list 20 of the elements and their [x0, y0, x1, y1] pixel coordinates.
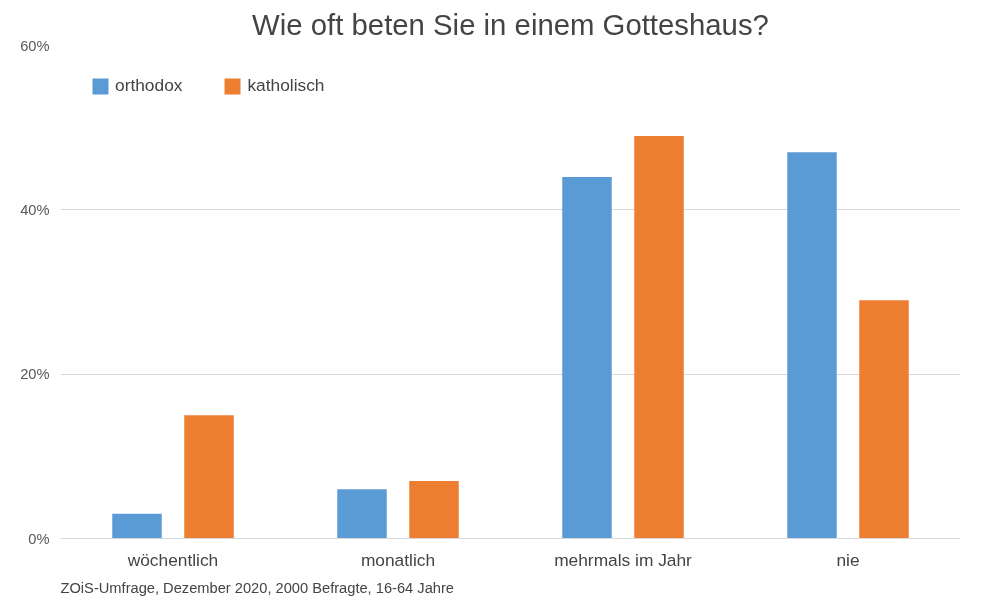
- x-tick-label: wöchentlich: [126, 549, 219, 570]
- bar: [112, 513, 162, 539]
- bar: [562, 176, 612, 539]
- x-tick-label: mehrmals im Jahr: [554, 549, 693, 570]
- x-tick-label: monatlich: [360, 549, 436, 570]
- text: ZOiS-Umfrage, Dezember 2020, 2000 Befragte, 16-64 Jahre: [60, 579, 454, 596]
- legend-label: orthodox: [115, 75, 183, 96]
- x-tick-label: nie: [836, 549, 860, 570]
- bar: [409, 480, 459, 539]
- y-tick-label: 40%: [20, 201, 50, 218]
- y-tick-label: 20%: [20, 366, 50, 383]
- y-tick-label: 0%: [28, 530, 50, 547]
- chart-title: Wie oft beten Sie in einem Gotteshaus?: [252, 7, 769, 41]
- bar: [184, 415, 234, 539]
- bar: [337, 489, 387, 539]
- legend-label: katholisch: [247, 75, 325, 96]
- bar: [634, 135, 684, 539]
- y-tick-label: 60%: [20, 37, 50, 54]
- bar: [859, 300, 909, 539]
- bar: [787, 152, 837, 539]
